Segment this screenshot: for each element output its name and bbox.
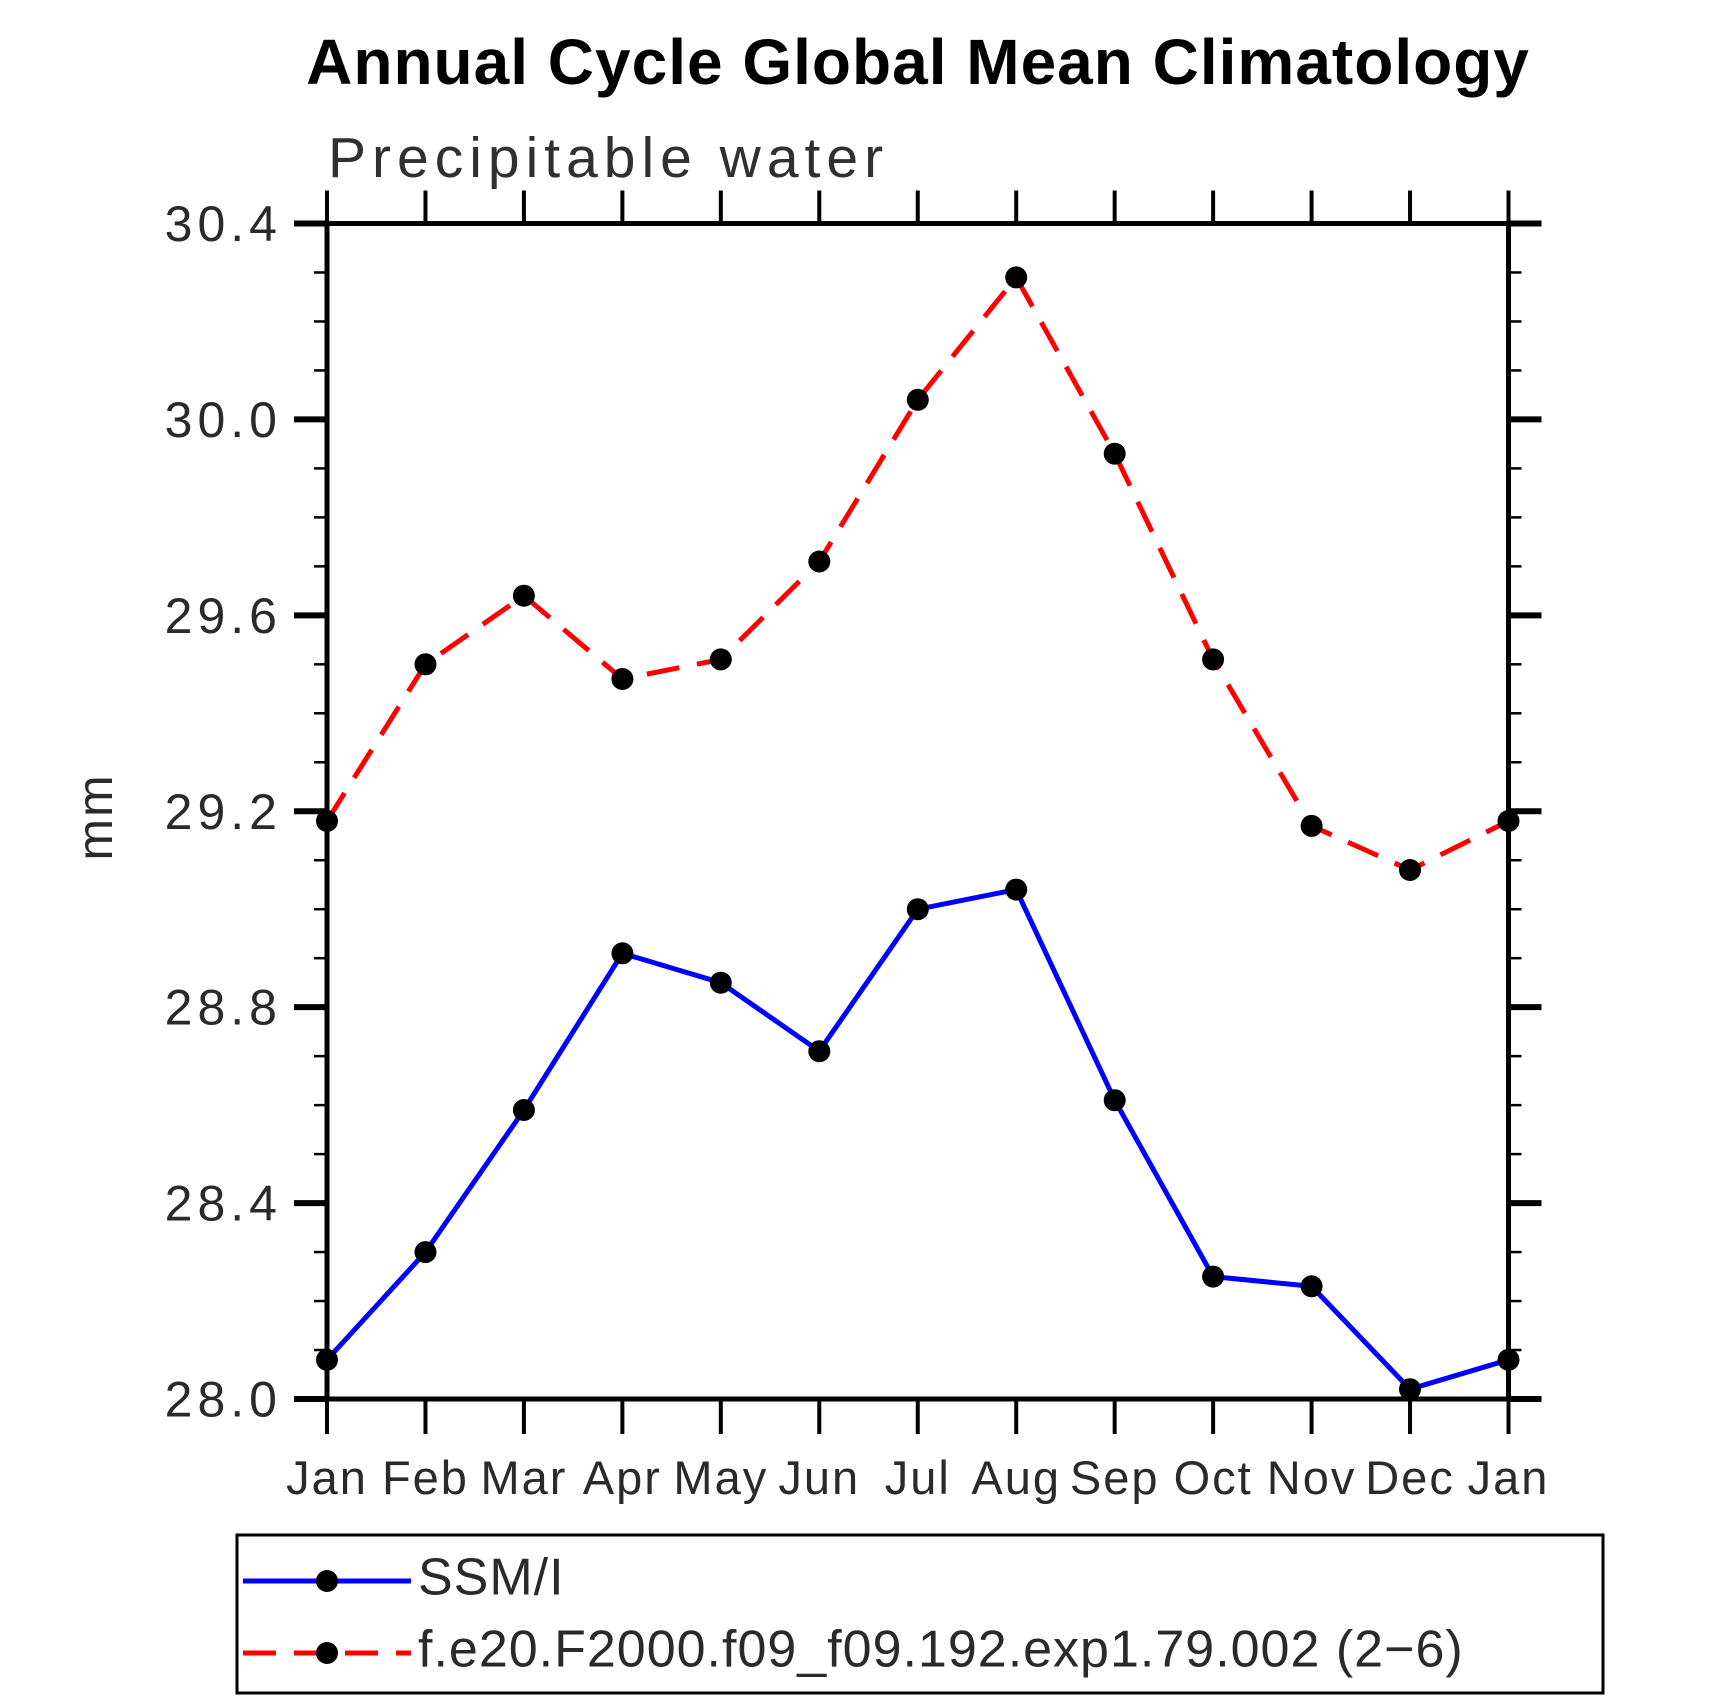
y-tick-label: 30.0: [165, 392, 282, 448]
y-tick-label: 29.2: [165, 784, 282, 840]
data-point-marker: [316, 1348, 338, 1371]
data-point-marker: [316, 810, 338, 832]
x-tick-label: Dec: [1365, 1451, 1455, 1504]
y-tick-label: 28.4: [165, 1176, 282, 1232]
data-point-marker: [1005, 266, 1028, 289]
x-tick-label: Apr: [583, 1451, 662, 1504]
data-point-marker: [1497, 1348, 1520, 1371]
data-point-marker: [1300, 814, 1323, 837]
x-tick-label: Nov: [1267, 1451, 1357, 1504]
data-point-marker: [611, 668, 634, 690]
x-tick-label: Sep: [1070, 1451, 1160, 1504]
data-point-marker: [414, 653, 437, 676]
legend-marker-0: [316, 1570, 338, 1592]
legend-marker-1: [316, 1642, 338, 1664]
data-point-marker: [1497, 810, 1520, 832]
series-layer: [316, 266, 1520, 1401]
data-point-marker: [414, 1241, 437, 1264]
legend: SSM/I f.e20.F2000.f09_f09.192.exp1.79.00…: [235, 1533, 1605, 1695]
x-tick-label: Jan: [286, 1451, 368, 1504]
data-point-marker: [1202, 1265, 1225, 1288]
data-point-marker: [808, 1040, 831, 1063]
data-point-marker: [808, 550, 831, 573]
data-point-marker: [611, 942, 634, 965]
x-tick-label: Jan: [1468, 1451, 1550, 1504]
data-point-marker: [906, 388, 929, 411]
axes-layer: 28.0 28.4 28.8 29.2 29.6 30.0 30.4 Jan Feb Mar Apr…: [165, 190, 1550, 1504]
data-point-marker: [1300, 1275, 1323, 1298]
series-line-1: [324, 272, 1510, 873]
x-tick-label: Oct: [1174, 1451, 1253, 1504]
y-tick-label: 28.8: [165, 980, 282, 1036]
y-tick-label: 29.6: [165, 588, 282, 644]
x-tick-label: Feb: [382, 1451, 469, 1504]
x-tick-label: Mar: [480, 1451, 567, 1504]
x-tick-label: May: [673, 1451, 768, 1504]
y-tick-label: 28.0: [165, 1372, 282, 1428]
data-point-marker: [1103, 1089, 1126, 1112]
x-tick-label: Aug: [971, 1451, 1061, 1504]
chart-title: Annual Cycle Global Mean Climatology: [306, 26, 1530, 98]
legend-label-model: f.e20.F2000.f09_f09.192.exp1.79.002 (2−6…: [418, 1621, 1464, 1679]
data-point-marker: [709, 971, 732, 994]
y-tick-label: 30.4: [165, 196, 282, 252]
chart-subtitle: Precipitable water: [328, 126, 889, 190]
data-point-marker: [709, 648, 732, 671]
data-point-marker: [1005, 878, 1028, 901]
data-point-marker: [906, 898, 929, 921]
legend-label-ssmi: SSM/I: [418, 1549, 565, 1607]
legend-box: [235, 1533, 1605, 1695]
legend-samples: [243, 1570, 411, 1664]
series-line-0: [325, 886, 1510, 1393]
data-point-marker: [1399, 859, 1421, 881]
data-point-marker: [1399, 1378, 1421, 1401]
data-point-marker: [512, 584, 535, 607]
x-tick-label: Jun: [778, 1451, 860, 1504]
y-axis-unit-label: mm: [67, 773, 123, 860]
x-tick-label: Jul: [885, 1451, 951, 1504]
data-point-marker: [1103, 442, 1126, 465]
data-point-marker: [1202, 648, 1225, 671]
data-point-marker: [512, 1099, 535, 1121]
